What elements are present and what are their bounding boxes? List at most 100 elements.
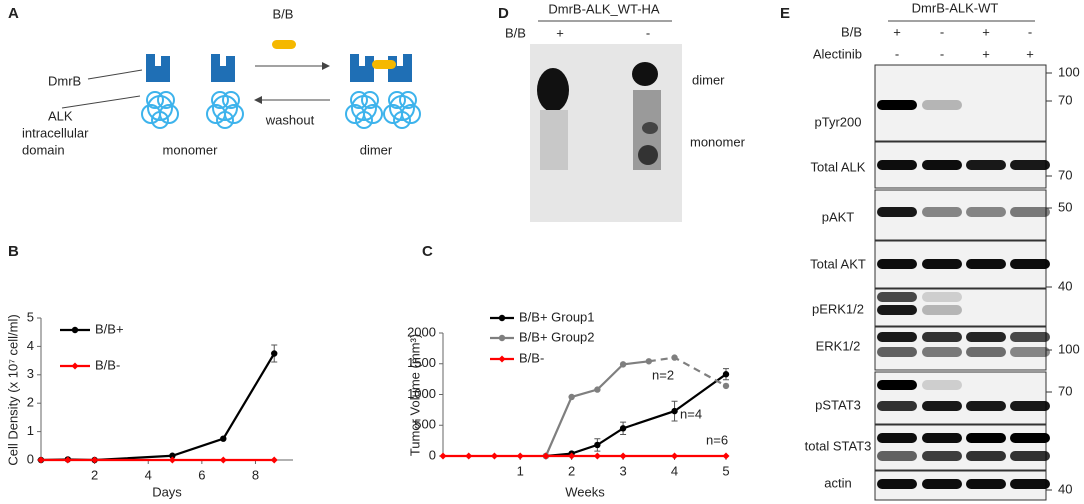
panel-letter: A [8,5,19,22]
alk-label: domain [22,142,65,157]
point [439,452,447,460]
band [1010,479,1050,489]
point [671,452,679,460]
mw-marker: 50 [1058,199,1072,214]
blot-label: pERK1/2 [812,301,864,316]
panel-e: E DmrB-ALK-WT B/B + - + - Alectinib - - + + pTyr20… [780,0,1080,501]
band [1010,401,1050,411]
blot-label: ERK1/2 [816,338,861,353]
point [219,456,227,464]
band [922,479,962,489]
point [516,452,524,460]
y-axis-label: Cell Density (x 10⁷ cell/ml) [5,314,20,465]
band [922,100,962,110]
band [922,332,962,342]
legend-label: B/B+ [95,321,124,336]
blot-label: Total AKT [810,256,866,271]
band [1010,433,1050,443]
legend-marker [498,334,506,342]
band-label: dimer [692,72,725,87]
legend-marker [71,326,79,334]
point [568,393,575,401]
blot-label: actin [824,475,851,490]
panel-d: D DmrB-ALK_WT-HA B/B + - dimer monomer [498,1,746,222]
arrow-head [322,62,330,70]
x-tick-label: 3 [619,463,626,478]
smear [540,110,568,170]
point [594,386,601,393]
y-tick-label: 2 [27,395,34,410]
point [593,452,601,460]
lane-sign: + [982,46,990,61]
point [671,407,678,415]
point [169,452,176,459]
band [1010,207,1050,217]
pointer [87,69,143,80]
band [966,401,1006,411]
band [1010,259,1050,269]
band-label: monomer [690,134,746,149]
lane-sign: + [1026,46,1034,61]
mw-marker: 40 [1058,481,1072,496]
point [619,425,627,432]
lane-sign: + [893,24,901,39]
point [168,456,176,464]
blot-label: pSTAT3 [815,397,861,412]
band [922,433,962,443]
panel-a: A B/B DmrB ALK intracellular domain mono… [8,5,421,157]
alk-label: ALK [48,108,73,123]
blot-title: DmrB-ALK-WT [912,0,999,15]
point [722,452,730,460]
mw-marker: 70 [1058,167,1072,182]
band [922,292,962,302]
x-tick-label: 1 [517,463,524,478]
lane-sign: + [982,24,990,39]
y-tick-label: 1500 [407,355,436,370]
y-tick-label: 3 [27,366,34,381]
y-tick-label: 2000 [407,324,436,339]
band [877,100,917,110]
mw-marker: 100 [1058,341,1080,356]
alk-icon [141,91,179,129]
point [568,452,576,460]
mw-marker: 40 [1058,278,1072,293]
washout-label: washout [265,112,315,127]
alk-label: intracellular [22,125,89,140]
panel-letter: C [422,243,433,260]
band [877,259,917,269]
band [877,292,917,302]
band [877,479,917,489]
legend-label: B/B+ Group1 [519,309,595,324]
point [542,452,550,460]
dmrb-icon [211,54,235,82]
band [877,451,917,461]
annotation: n=2 [652,367,674,382]
blot-label: pAKT [822,209,855,224]
point [671,354,678,361]
point [619,452,627,460]
panel-letter: E [780,5,790,22]
ligand-icon [372,60,396,69]
mw-marker: 70 [1058,383,1072,398]
row-label: B/B [505,25,526,40]
band [877,380,917,390]
band [922,347,962,357]
series-line [545,373,727,458]
blot-frame [874,64,1047,142]
x-axis-label: Weeks [565,484,605,499]
dmrb-icon [350,54,374,82]
blot-label: Total ALK [811,159,866,174]
alk-icon [383,91,421,129]
point [722,382,730,390]
lane-sign: - [646,25,650,40]
blot-label: total STAT3 [805,438,872,453]
x-tick-label: 8 [252,467,259,482]
pointer [61,95,141,109]
band [537,68,569,112]
mw-marker: 100 [1058,64,1080,79]
lane-sign: - [940,46,944,61]
lane-sign: - [895,46,899,61]
legend-marker [71,362,79,370]
band [877,401,917,411]
y-tick-label: 5 [27,309,34,324]
